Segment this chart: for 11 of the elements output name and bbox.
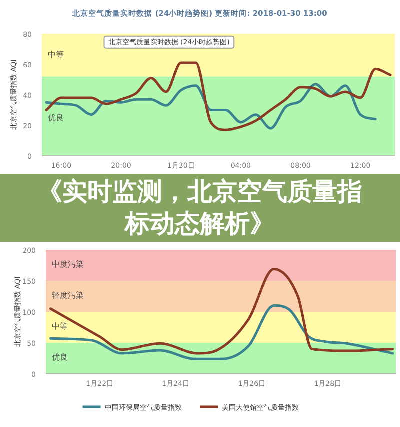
band-label: 中等 xyxy=(48,50,64,60)
text: 《实时监测，北京空气质量指标动态解析》 xyxy=(36,176,364,240)
band-label: 中等 xyxy=(52,322,68,332)
band-label: 优良 xyxy=(48,113,64,122)
band-label: 轻度污染 xyxy=(52,291,84,300)
line-series xyxy=(45,62,392,132)
line-series xyxy=(50,304,394,360)
line-series xyxy=(50,268,394,355)
line-series xyxy=(45,83,377,130)
band-label: 中度污染 xyxy=(52,260,84,270)
band-label: 优良 xyxy=(52,353,68,362)
